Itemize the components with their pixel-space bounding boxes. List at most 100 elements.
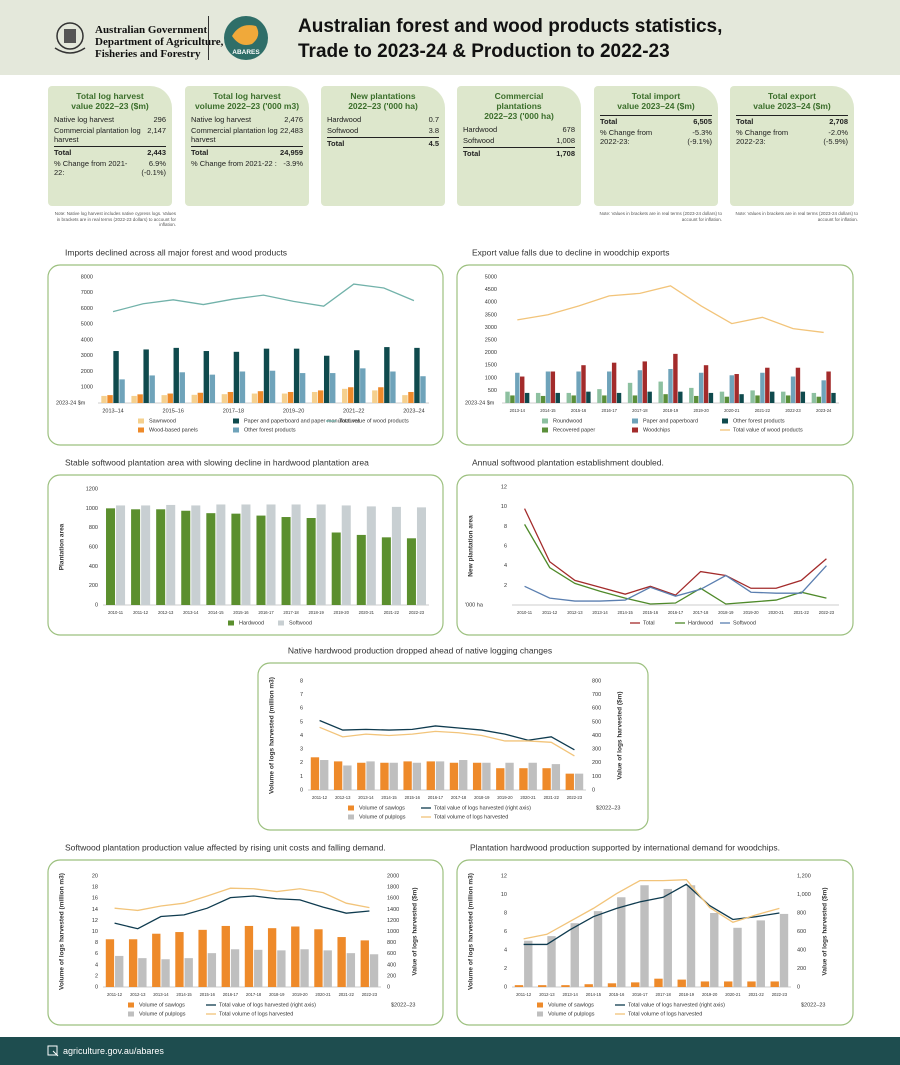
x-tick-label: 2014-15 (586, 992, 602, 997)
bar (207, 953, 217, 987)
bar (663, 394, 668, 403)
legend-label: Total volume of logs harvested (434, 814, 508, 820)
x-tick-label: 2020-21 (724, 408, 740, 413)
legend-label: Roundwood (553, 418, 582, 424)
bar (586, 391, 591, 403)
bar (179, 372, 185, 403)
y-tick-label: 1200 (387, 918, 399, 924)
y-tick-label: 2000 (81, 369, 93, 375)
bar (316, 504, 326, 605)
line (114, 887, 370, 912)
x-tick-label: 2011-12 (133, 610, 149, 615)
card-title-line: Commercial (494, 91, 544, 101)
bar (724, 396, 730, 403)
x-tick-label: 2012-13 (335, 795, 351, 800)
y-tick-label: 1800 (387, 885, 399, 891)
card-title-line: value 2023–24 ($m) (753, 101, 831, 111)
bar (161, 959, 170, 987)
bar (277, 950, 286, 987)
row-label: % Change from 2021-22 : (191, 159, 277, 168)
row-label: Total (191, 148, 209, 157)
y-tick-label: 800 (592, 678, 601, 684)
legend-swatch (632, 427, 638, 433)
y-axis-label: Plantation area (59, 523, 66, 570)
row-value: 6,505 (693, 117, 712, 126)
bar (381, 537, 391, 605)
y-tick-label: 400 (89, 564, 98, 570)
legend-label: Woodchips (643, 427, 670, 433)
x-tick-label: 2020-21 (315, 992, 331, 997)
x-tick-label: 2014-15 (381, 795, 397, 800)
y-tick-label: 3000 (81, 353, 93, 359)
y-tick-label: 0 (95, 984, 98, 990)
legend-label: Volume of sawlogs (548, 1002, 594, 1008)
row-value: 1,008 (556, 136, 575, 145)
bar (311, 391, 318, 403)
y-tick-label: 1000 (81, 385, 93, 391)
footer-url: agriculture.gov.au/abares (63, 1046, 164, 1056)
y-tick-label: 1000 (387, 929, 399, 935)
bar (101, 395, 107, 403)
y-tick-label: 3 (300, 747, 303, 753)
legend-swatch (138, 427, 144, 433)
bar (505, 391, 510, 403)
bar (547, 936, 556, 987)
bar (402, 395, 408, 403)
y-tick-label: 2000 (387, 873, 399, 879)
bar (354, 350, 360, 403)
bar (524, 940, 533, 987)
x-tick-label: 2017-18 (283, 610, 299, 615)
legend-label: Wood-based panels (149, 427, 198, 433)
y-tick-label: 5 (300, 719, 303, 725)
x-tick-label: 2012-13 (158, 610, 174, 615)
y-tick-label: 2 (504, 583, 507, 589)
footer: agriculture.gov.au/abares (0, 1037, 900, 1065)
legend-label: Paper and paperboard and paper manufactu… (244, 418, 360, 424)
y2-axis-label: Value of logs harvested ($m) (412, 887, 419, 975)
bar (678, 391, 683, 403)
x-tick-label: 2013-14 (592, 610, 608, 615)
x-tick-label: 2013-14 (183, 610, 199, 615)
chart-title: Export value falls due to decline in woo… (472, 247, 670, 257)
line (523, 883, 780, 946)
legend-swatch (128, 1011, 134, 1017)
y-tick-label: 200 (387, 973, 396, 979)
bar (459, 760, 468, 790)
card-title-line: Total log harvest (213, 91, 281, 101)
bar (472, 762, 482, 790)
x-tick-label: 2021-22 (748, 992, 764, 997)
bar (658, 381, 663, 403)
legend-label: Other forest products (733, 418, 785, 424)
bar (566, 392, 571, 403)
bar (555, 392, 560, 403)
bar (360, 940, 369, 987)
x-tick-label: 2016-17 (632, 992, 648, 997)
card-row: Total 24,959 (191, 146, 303, 157)
y-tick-label: 200 (592, 760, 601, 766)
bar (227, 391, 234, 403)
bar (333, 761, 343, 790)
legend-label: Hardwood (239, 620, 264, 626)
bar (206, 513, 216, 605)
bar (785, 395, 791, 403)
y-unit-label: 2023-24 $m (56, 400, 86, 406)
bar (152, 933, 161, 987)
bar (611, 362, 617, 403)
x-tick-label: 2013–14 (102, 408, 123, 414)
x-tick-label: 2017-18 (632, 408, 648, 413)
bar (175, 932, 184, 987)
bar (538, 985, 547, 987)
y-tick-label: 1,000 (797, 892, 811, 898)
row-value: 24,959 (280, 148, 303, 157)
card-row: Native log harvest 296 (54, 115, 166, 124)
bar (708, 392, 714, 403)
y-tick-label: 3500 (485, 312, 497, 318)
y-tick-label: 800 (797, 910, 806, 916)
x-tick-label: 2011-12 (542, 610, 558, 615)
bar (115, 955, 124, 987)
bar (341, 505, 351, 605)
bar (677, 979, 686, 987)
row-label: Total (54, 148, 72, 157)
y-tick-label: 600 (387, 951, 396, 957)
